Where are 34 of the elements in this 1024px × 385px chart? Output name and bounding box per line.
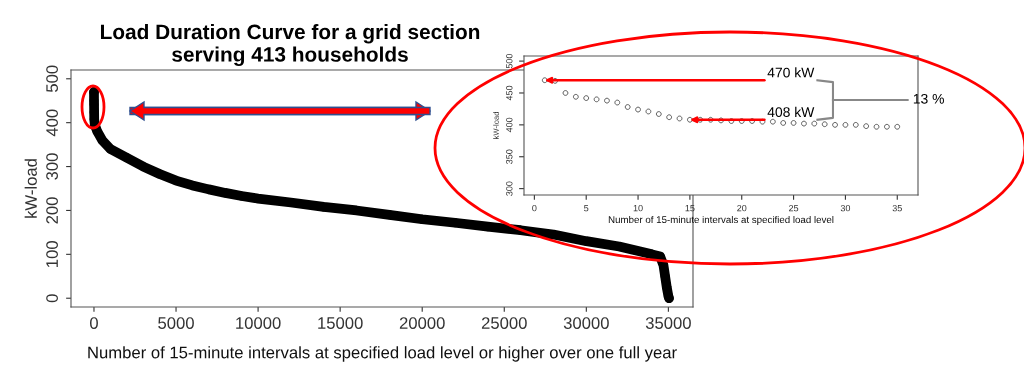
x-tick-label: 15000	[318, 317, 363, 329]
x-tick-label: 30	[840, 204, 851, 212]
x-tick-label: 10000	[236, 317, 281, 329]
x-tick-label: 15	[685, 205, 695, 212]
y-tick-label: 450	[506, 85, 513, 101]
x-tick-label: 0	[532, 204, 537, 212]
y-tick-label: 350	[506, 149, 513, 164]
annotation: 408 kW	[767, 106, 815, 118]
x-tick-label: 35	[892, 204, 902, 212]
chart-title: Load Duration Curve for a grid section serving 413 households	[100, 23, 480, 67]
x-tick-label: 30000	[563, 317, 609, 329]
x-tick-label: 20	[737, 204, 747, 212]
x-axis-title: Number of 15-minute intervals at specified load level	[608, 215, 834, 225]
y-tick-label: 400	[46, 109, 58, 137]
x-tick-label: 25	[789, 204, 799, 212]
x-tick-label: 0	[89, 317, 98, 329]
x-tick-label: 5	[584, 205, 589, 212]
y-tick-label: 500	[46, 65, 58, 93]
y-tick-label: 300	[46, 153, 58, 180]
x-tick-label: 10	[633, 204, 643, 212]
annotation: 470 kW	[767, 67, 815, 78]
x-tick-label: 35000	[645, 317, 691, 329]
y-axis-title: kW-load	[24, 159, 37, 218]
x-axis-title: Number of 15-minute intervals at specified load level or higher over one full year	[88, 346, 677, 362]
y-tick-label: 300	[506, 181, 513, 196]
y-tick-label: 0	[46, 294, 58, 303]
y-tick-label: 200	[46, 197, 58, 224]
x-tick-label: 20000	[399, 317, 445, 329]
annotation: 13 %	[913, 93, 944, 104]
x-tick-label: 5000	[158, 317, 194, 329]
x-tick-label: 25000	[481, 317, 527, 329]
y-tick-label: 400	[506, 117, 513, 133]
y-tick-label: 100	[46, 241, 58, 267]
y-tick-label: 500	[506, 53, 513, 69]
